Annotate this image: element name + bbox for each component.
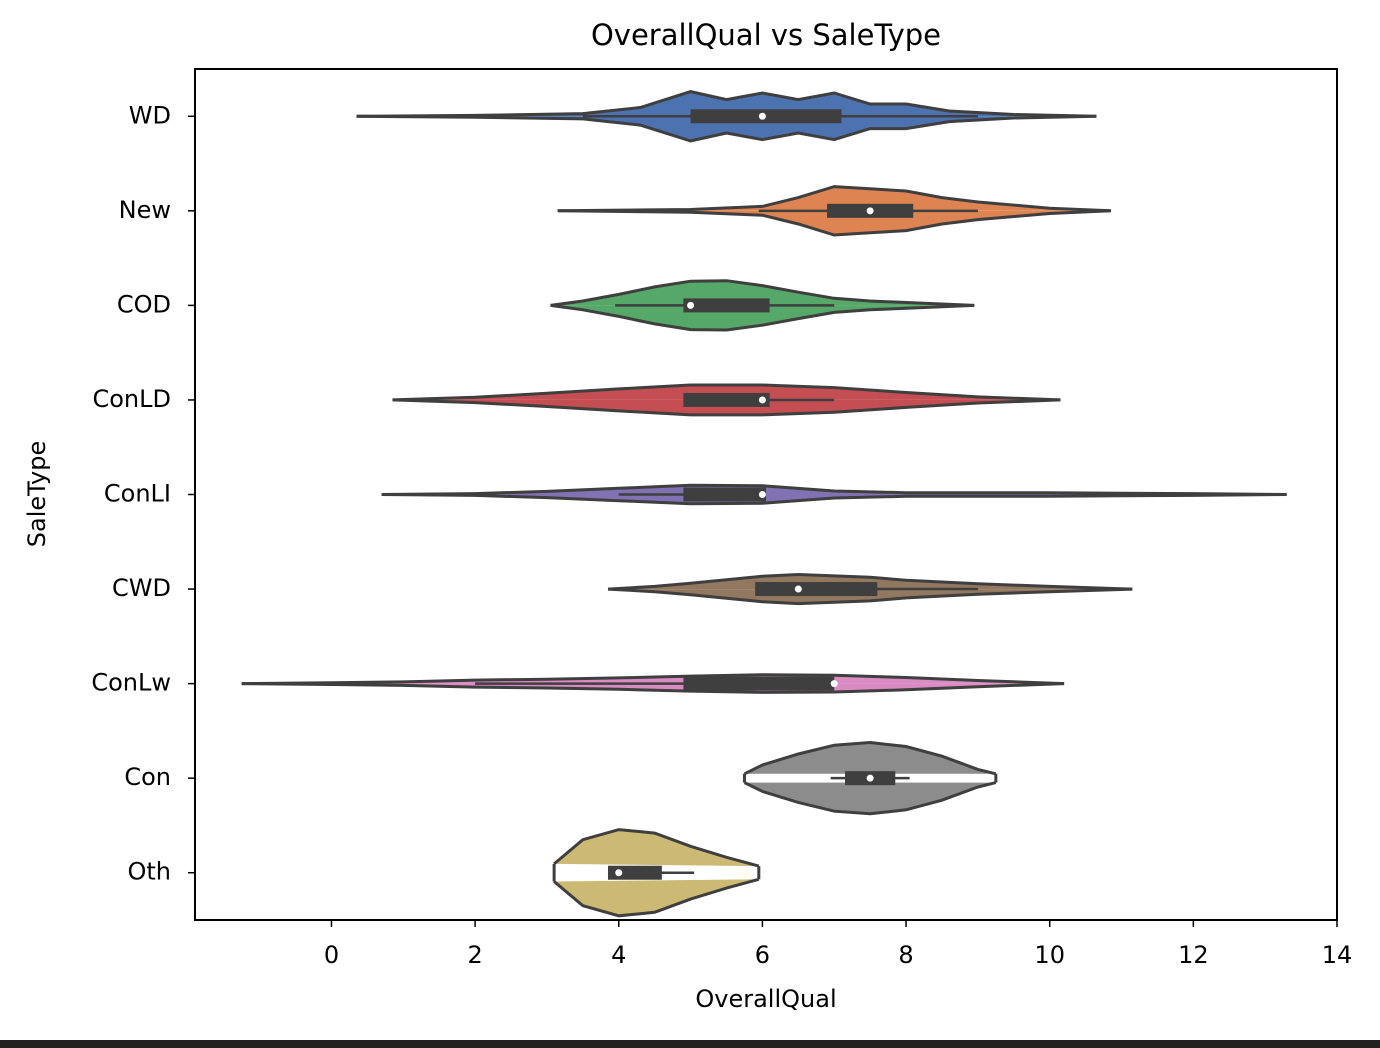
iqr-box xyxy=(683,298,770,313)
x-tick-label: 8 xyxy=(898,941,913,969)
violin-body xyxy=(744,782,996,814)
violin-outline xyxy=(553,828,760,868)
violin-body xyxy=(557,210,1111,235)
violin-body xyxy=(392,385,1061,400)
y-tick-label: Oth xyxy=(127,858,171,886)
violin-body xyxy=(554,829,759,867)
violin-outline xyxy=(557,185,1111,213)
violin-body xyxy=(381,494,1287,504)
median xyxy=(866,207,874,215)
y-tick-label: New xyxy=(119,196,171,224)
median xyxy=(758,396,766,404)
violin-outline xyxy=(607,572,1133,591)
y-tick-label: ConLI xyxy=(104,480,171,508)
chart-title: OverallQual vs SaleType xyxy=(591,18,941,52)
x-tick-label: 4 xyxy=(611,941,626,969)
violin-outline xyxy=(392,398,1061,417)
x-tick-label: 12 xyxy=(1178,941,1209,969)
x-tick-label: 2 xyxy=(467,941,482,969)
iqr-box xyxy=(683,487,766,502)
violin-body xyxy=(744,742,996,774)
iqr-box xyxy=(683,392,770,407)
violin-body xyxy=(554,879,759,916)
violin-outline xyxy=(356,114,1097,143)
x-tick-label: 10 xyxy=(1034,941,1065,969)
violin-outline xyxy=(381,493,1287,506)
violin-outline xyxy=(392,383,1061,402)
violin-body xyxy=(392,399,1061,415)
y-tick-label: ConLD xyxy=(92,385,171,413)
violin-outline xyxy=(743,740,997,776)
violin-outline xyxy=(553,877,760,918)
y-tick-label: Con xyxy=(124,763,171,791)
median xyxy=(866,774,874,782)
violin-outline xyxy=(550,303,975,332)
violin-outline xyxy=(381,483,1287,496)
violin-outline xyxy=(241,673,1065,686)
median xyxy=(615,869,623,877)
violin-body xyxy=(356,91,1097,117)
violin-outline xyxy=(550,279,975,307)
violin-body xyxy=(356,116,1097,141)
plot-frame xyxy=(194,68,1338,921)
y-tick-label: CWD xyxy=(112,574,171,602)
x-axis-label: OverallQual xyxy=(695,985,836,1013)
iqr-box xyxy=(683,676,835,691)
iqr-box xyxy=(755,582,878,597)
y-tick-label: COD xyxy=(117,290,171,318)
x-tick-label: 0 xyxy=(324,941,339,969)
violin-body xyxy=(381,485,1287,495)
violin-outline xyxy=(241,682,1065,694)
median xyxy=(830,680,838,688)
x-tick-label: 6 xyxy=(755,941,770,969)
median xyxy=(758,112,766,120)
violin-outline xyxy=(743,781,997,816)
violin-body xyxy=(557,186,1111,211)
median xyxy=(794,585,802,593)
y-axis-label: SaleType xyxy=(23,441,51,548)
iqr-box xyxy=(690,109,842,124)
window-edge xyxy=(0,1040,1380,1048)
violin-outline xyxy=(557,209,1111,237)
median xyxy=(687,301,695,309)
violin-outline xyxy=(356,90,1097,118)
x-tick-label: 14 xyxy=(1322,941,1353,969)
y-tick-label: WD xyxy=(129,101,171,129)
median xyxy=(758,491,766,498)
y-tick-label: ConLw xyxy=(91,669,171,697)
iqr-box xyxy=(607,865,662,880)
violin-outline xyxy=(607,587,1133,606)
